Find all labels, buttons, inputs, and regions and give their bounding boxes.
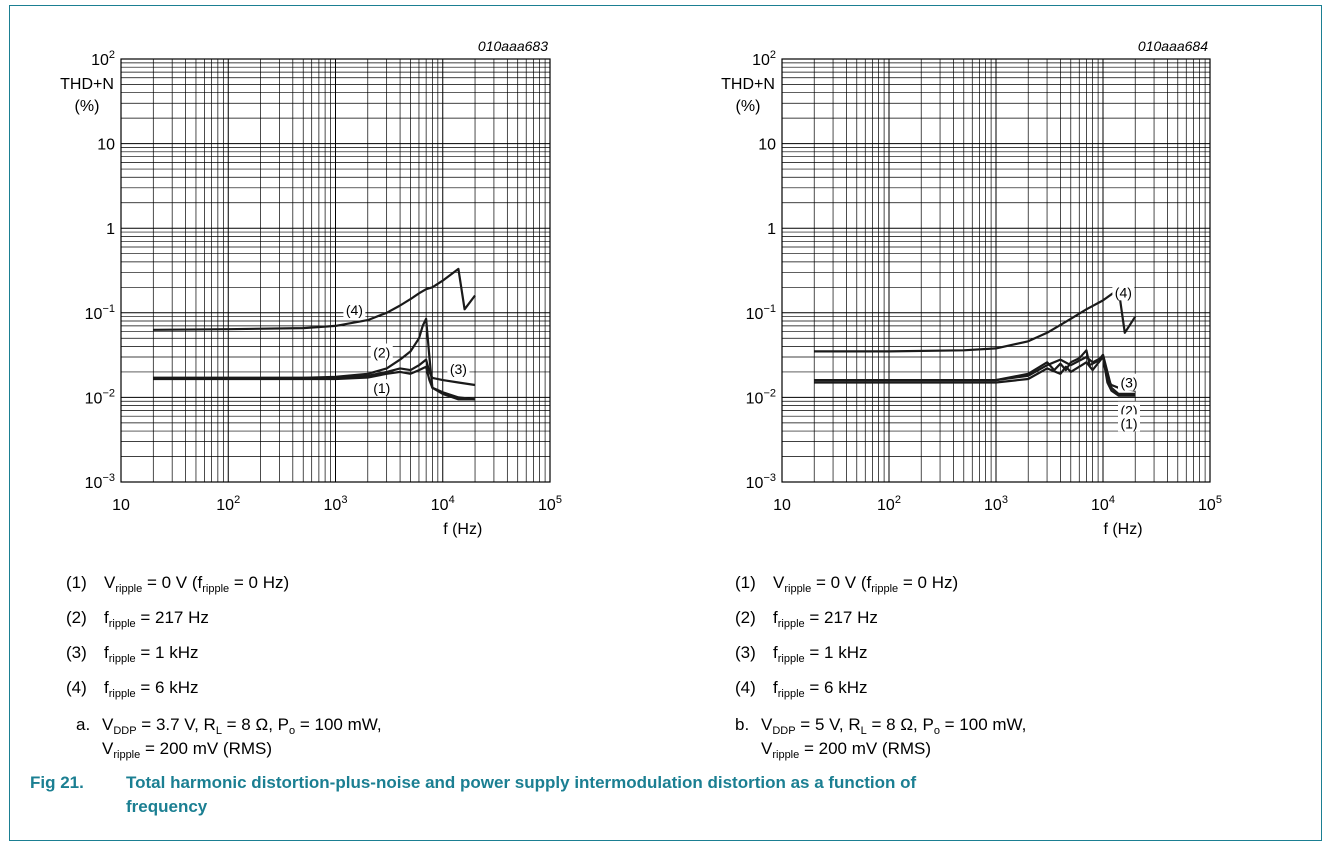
legend-item-2: (2) fripple = 217 Hz bbox=[735, 608, 878, 630]
legend-item-2: (2) fripple = 217 Hz bbox=[66, 608, 209, 630]
annotation-background bbox=[1112, 283, 1135, 301]
caption-line-2: frequency bbox=[126, 797, 208, 816]
x-tick-label: 102 bbox=[877, 494, 901, 514]
legend-left: (1) Vripple = 0 V (fripple = 0 Hz) (2) fri… bbox=[66, 573, 289, 713]
x-tick-label: 10 bbox=[773, 497, 791, 514]
annotation-background bbox=[1118, 401, 1141, 419]
condition-right: b. VDDP = 5 V, RL = 8 Ω, Po = 100 mW, Vri… bbox=[735, 715, 1027, 761]
y-tick-label: 10−1 bbox=[85, 303, 115, 323]
legend-right: (1) Vripple = 0 V (fripple = 0 Hz) (2) fri… bbox=[735, 573, 958, 713]
annotation-background bbox=[343, 301, 366, 319]
x-tick-label: 104 bbox=[431, 494, 455, 514]
plot-area bbox=[781, 58, 1211, 483]
series-annotation: (4) bbox=[346, 302, 363, 318]
annotation-background bbox=[1118, 373, 1141, 391]
series-annotation: (2) bbox=[373, 345, 390, 361]
x-tick-label: 105 bbox=[538, 494, 562, 514]
annotation-background bbox=[370, 343, 393, 361]
figure-frame bbox=[9, 5, 1322, 841]
series-line-4 bbox=[814, 288, 1137, 353]
x-axis-label: f (Hz) bbox=[443, 521, 482, 538]
grid bbox=[781, 59, 1210, 483]
x-tick-label: 104 bbox=[1091, 494, 1115, 514]
legend-item-4: (4) fripple = 6 kHz bbox=[735, 678, 868, 700]
x-tick-label: 10 bbox=[112, 497, 130, 514]
series-annotation: (1) bbox=[373, 380, 390, 396]
caption-line-1: Total harmonic distortion-plus-noise and… bbox=[126, 773, 917, 792]
x-tick-label: 103 bbox=[324, 494, 348, 514]
charts-svg: 102 10 1 10−1 10−2 10−3 10 102 103 104 105 THD+N (%)… bbox=[60, 38, 1222, 538]
legend-item-1: (1) Vripple = 0 V (fripple = 0 Hz) bbox=[735, 573, 959, 595]
figure-number: Fig 21. bbox=[30, 773, 84, 792]
series-line-1 bbox=[814, 355, 1136, 397]
chart-b: 102 10 1 10−1 10−2 10−3 10 102 103 104 105 THD+N (%)… bbox=[721, 38, 1222, 538]
y-tick-label: 10 bbox=[97, 137, 115, 154]
annotation-background bbox=[1118, 414, 1141, 432]
y-tick-label: 10−1 bbox=[746, 303, 776, 323]
legend-item-3: (3) fripple = 1 kHz bbox=[735, 643, 868, 665]
legend-item-1: (1) Vripple = 0 V (fripple = 0 Hz) bbox=[66, 573, 290, 595]
series-line-3 bbox=[814, 355, 1136, 392]
x-tick-label: 105 bbox=[1198, 494, 1222, 514]
y-tick-label: 10−3 bbox=[85, 472, 115, 492]
y-tick-label: 1 bbox=[767, 221, 776, 238]
figure-caption: Fig 21. Total harmonic distortion-plus-no… bbox=[30, 771, 1030, 819]
grid bbox=[120, 59, 550, 483]
x-tick-label: 103 bbox=[984, 494, 1008, 514]
annotation-background bbox=[370, 379, 393, 397]
y-tick-label: 10−2 bbox=[746, 387, 776, 407]
y-axis-label: THD+N bbox=[60, 76, 114, 93]
x-axis-label: f (Hz) bbox=[1103, 521, 1142, 538]
figure-id-label: 010aaa683 bbox=[478, 38, 548, 54]
series-line-4 bbox=[153, 267, 476, 331]
y-tick-label: 1 bbox=[106, 221, 115, 238]
y-axis-unit: (%) bbox=[75, 98, 100, 115]
series-annotation: (1) bbox=[1120, 415, 1137, 431]
figure-id-label: 010aaa684 bbox=[1138, 38, 1208, 54]
series-line-1 bbox=[153, 365, 476, 401]
series-annotation: (3) bbox=[450, 361, 467, 377]
annotation-background bbox=[447, 360, 470, 378]
legend-item-3: (3) fripple = 1 kHz bbox=[66, 643, 199, 665]
series-annotation: (4) bbox=[1115, 284, 1132, 300]
y-tick-label: 102 bbox=[752, 49, 776, 69]
x-tick-label: 102 bbox=[216, 494, 240, 514]
y-axis-label: THD+N bbox=[721, 76, 775, 93]
condition-left: a. VDDP = 3.7 V, RL = 8 Ω, Po = 100 mW, V… bbox=[76, 715, 382, 761]
y-tick-label: 102 bbox=[91, 49, 115, 69]
y-axis-unit: (%) bbox=[736, 98, 761, 115]
y-tick-label: 10 bbox=[758, 137, 776, 154]
legend-item-4: (4) fripple = 6 kHz bbox=[66, 678, 199, 700]
chart-a: 102 10 1 10−1 10−2 10−3 10 102 103 104 105 THD+N (%)… bbox=[60, 38, 562, 538]
plot-area bbox=[120, 58, 551, 483]
y-tick-label: 10−2 bbox=[85, 387, 115, 407]
y-tick-label: 10−3 bbox=[746, 472, 776, 492]
series-annotation: (3) bbox=[1120, 375, 1137, 391]
